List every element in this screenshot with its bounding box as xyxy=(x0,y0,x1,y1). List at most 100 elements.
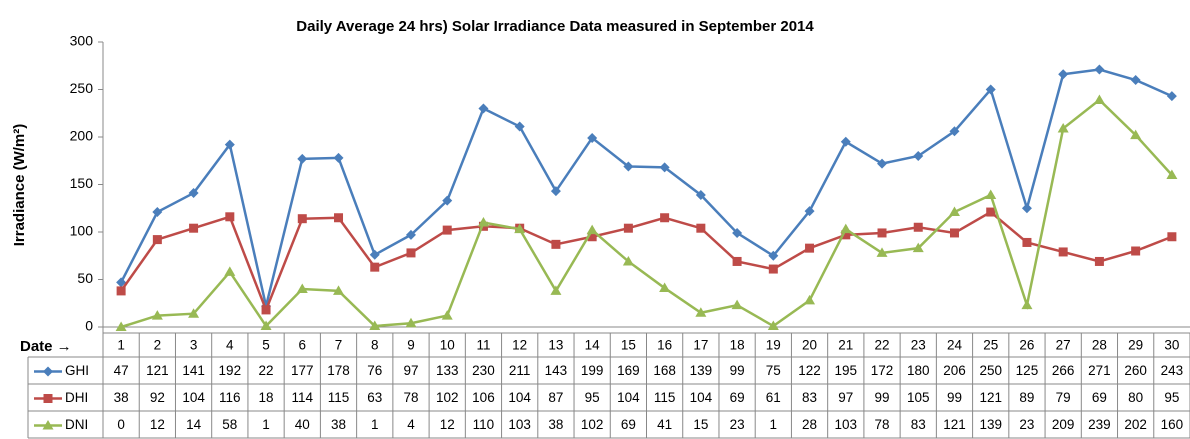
point xyxy=(514,121,525,132)
legend-marker xyxy=(43,366,53,377)
point xyxy=(877,158,888,169)
x-tick-label: 29 xyxy=(1128,338,1143,353)
point xyxy=(189,223,199,233)
table-value: 58 xyxy=(222,417,237,432)
table-value: 243 xyxy=(1161,363,1184,378)
x-tick-label: 22 xyxy=(875,338,890,353)
table-value: 104 xyxy=(690,390,713,405)
table-value: 23 xyxy=(1019,417,1034,432)
table-value: 116 xyxy=(219,390,241,405)
series-line xyxy=(120,68,1173,307)
table-value: 250 xyxy=(979,363,1002,378)
point xyxy=(841,230,851,240)
table-value: 133 xyxy=(436,363,459,378)
x-tick-label: 23 xyxy=(911,338,926,353)
table-value: 23 xyxy=(730,417,745,432)
point xyxy=(948,206,960,217)
table-value: 1 xyxy=(262,417,270,432)
point xyxy=(623,223,633,233)
series-line xyxy=(120,210,1173,314)
x-tick-label: 11 xyxy=(476,338,490,353)
point xyxy=(441,310,453,320)
point xyxy=(1166,91,1177,102)
point xyxy=(985,84,996,95)
point xyxy=(622,255,634,266)
point xyxy=(442,225,452,235)
point xyxy=(1094,64,1105,75)
table-value: 104 xyxy=(182,390,205,405)
point xyxy=(260,320,272,331)
chart-title: Daily Average 24 hrs) Solar Irradiance D… xyxy=(296,18,814,35)
x-tick-label: 12 xyxy=(512,338,527,353)
point xyxy=(1058,247,1068,257)
table-value: 83 xyxy=(802,390,817,405)
table-value: 47 xyxy=(114,363,129,378)
table-value: 38 xyxy=(114,390,129,405)
x-tick-label: 17 xyxy=(693,338,708,353)
table-value: 105 xyxy=(907,390,930,405)
x-tick-label: 30 xyxy=(1164,338,1179,353)
point xyxy=(695,307,707,317)
point xyxy=(949,228,959,238)
table-value: 102 xyxy=(436,390,459,405)
table-value: 75 xyxy=(766,363,781,378)
point xyxy=(768,250,779,261)
point xyxy=(587,232,597,242)
table-value: 177 xyxy=(291,363,314,378)
x-tick-label: 20 xyxy=(802,338,817,353)
point xyxy=(732,256,742,266)
table-value: 78 xyxy=(403,390,418,405)
table-value: 83 xyxy=(911,417,926,432)
x-tick-label: 3 xyxy=(190,338,198,353)
table-value: 97 xyxy=(403,363,418,378)
x-tick-label: 28 xyxy=(1092,338,1107,353)
x-tick-label: 16 xyxy=(657,338,672,353)
table-value: 61 xyxy=(766,390,781,405)
point xyxy=(551,239,561,249)
table-value: 103 xyxy=(508,417,531,432)
y-tick-label: 250 xyxy=(70,80,94,96)
legend-label: GHI xyxy=(65,363,89,378)
table-value: 41 xyxy=(657,417,672,432)
table-value: 99 xyxy=(947,390,962,405)
table-value: 121 xyxy=(943,417,966,432)
point xyxy=(1166,169,1178,179)
point xyxy=(405,229,416,240)
point xyxy=(912,242,924,253)
table-value: 115 xyxy=(654,390,676,405)
point xyxy=(296,283,308,293)
x-tick-label: 19 xyxy=(766,338,781,353)
x-tick-label: 1 xyxy=(117,338,125,353)
y-tick-label: 150 xyxy=(70,175,94,191)
point xyxy=(188,188,199,199)
table-value: 139 xyxy=(979,417,1002,432)
table-value: 79 xyxy=(1056,390,1071,405)
point xyxy=(152,235,162,245)
table-value: 104 xyxy=(508,390,531,405)
point xyxy=(151,310,163,320)
table-value: 0 xyxy=(117,417,125,432)
table-value: 209 xyxy=(1052,417,1075,432)
x-tick-label: 24 xyxy=(947,338,963,353)
point xyxy=(913,222,923,232)
x-tick-label: 2 xyxy=(154,338,162,353)
point xyxy=(333,285,345,295)
point xyxy=(1021,299,1033,310)
x-tick-label: 13 xyxy=(548,338,563,353)
table-value: 160 xyxy=(1161,417,1184,432)
point xyxy=(695,189,706,200)
table-value: 95 xyxy=(585,390,600,405)
legend-label: DHI xyxy=(65,390,88,405)
point xyxy=(1094,256,1104,266)
point xyxy=(877,228,887,238)
point xyxy=(804,294,816,305)
table-value: 4 xyxy=(407,417,415,432)
table-value: 28 xyxy=(802,417,817,432)
point xyxy=(442,195,453,206)
table-value: 78 xyxy=(875,417,890,432)
point xyxy=(297,153,308,164)
point xyxy=(587,132,598,143)
table-value: 69 xyxy=(1092,390,1107,405)
table-value: 192 xyxy=(219,363,242,378)
point xyxy=(1131,246,1141,256)
